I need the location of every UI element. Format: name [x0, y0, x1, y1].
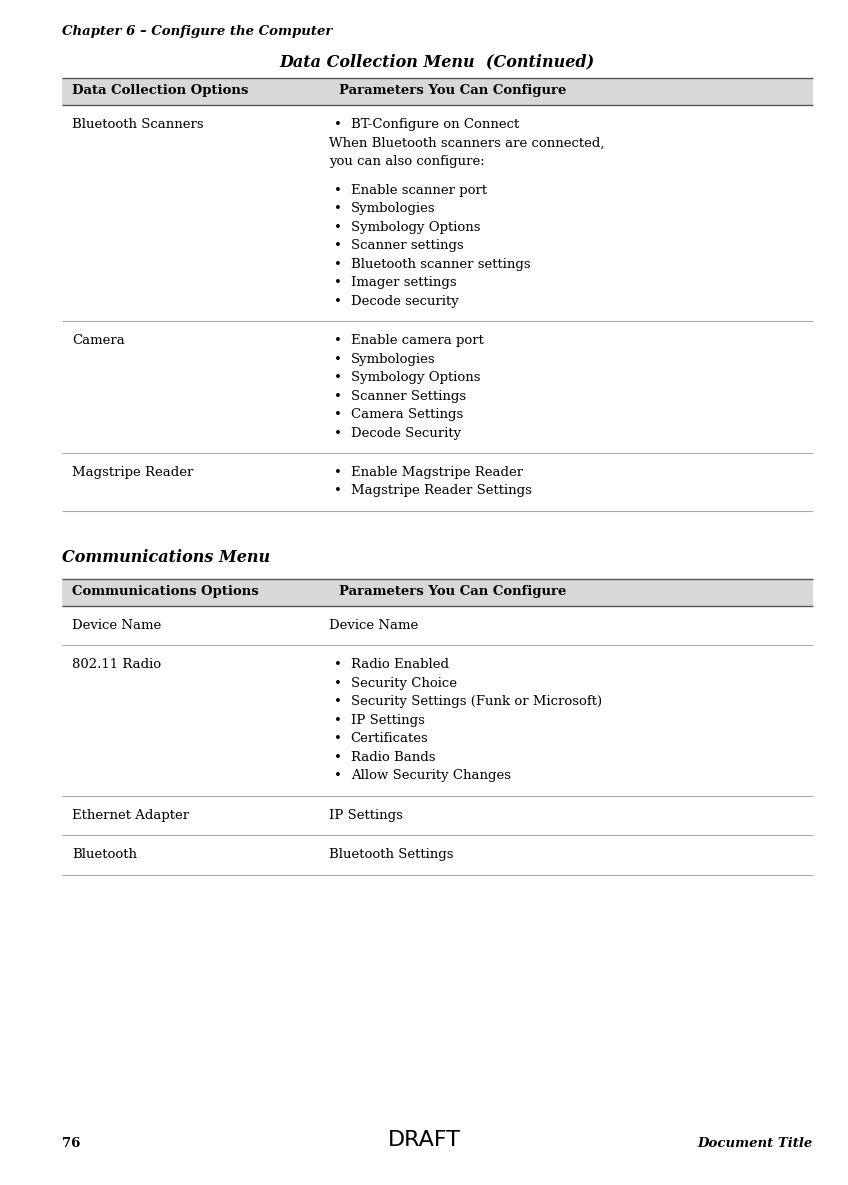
Text: Device Name: Device Name	[329, 619, 418, 632]
Text: Bluetooth scanner settings: Bluetooth scanner settings	[350, 257, 530, 270]
Text: •: •	[333, 371, 342, 384]
Text: Decode Security: Decode Security	[350, 427, 460, 440]
Text: Enable camera port: Enable camera port	[350, 334, 483, 347]
Text: •: •	[333, 715, 342, 728]
Text: Radio Enabled: Radio Enabled	[350, 659, 449, 672]
Text: Allow Security Changes: Allow Security Changes	[350, 769, 510, 782]
Text: Data Collection Options: Data Collection Options	[72, 84, 248, 97]
Text: Symbology Options: Symbology Options	[350, 220, 480, 233]
Text: IP Settings: IP Settings	[329, 809, 403, 822]
Text: Symbologies: Symbologies	[350, 201, 435, 214]
Text: •: •	[333, 485, 342, 498]
Text: When Bluetooth scanners are connected,: When Bluetooth scanners are connected,	[329, 136, 604, 149]
Text: •: •	[333, 334, 342, 347]
Text: •: •	[333, 239, 342, 252]
Text: Parameters You Can Configure: Parameters You Can Configure	[338, 84, 566, 97]
Text: •: •	[333, 466, 342, 479]
Text: •: •	[333, 696, 342, 709]
Text: Symbologies: Symbologies	[350, 352, 435, 365]
Text: DRAFT: DRAFT	[388, 1130, 460, 1149]
Bar	[62, 579, 813, 606]
Text: IP Settings: IP Settings	[350, 715, 425, 728]
Text: Scanner Settings: Scanner Settings	[350, 390, 466, 403]
Text: 76: 76	[62, 1136, 81, 1149]
Text: •: •	[333, 408, 342, 421]
Text: Chapter 6 – Configure the Computer: Chapter 6 – Configure the Computer	[62, 25, 332, 38]
Text: •: •	[333, 769, 342, 782]
Text: Communications Options: Communications Options	[72, 585, 259, 598]
Text: •: •	[333, 751, 342, 764]
Text: •: •	[333, 677, 342, 690]
Text: BT-Configure on Connect: BT-Configure on Connect	[350, 118, 519, 132]
Text: Document Title: Document Title	[698, 1136, 813, 1149]
Text: Bluetooth: Bluetooth	[72, 848, 137, 861]
Text: •: •	[333, 732, 342, 745]
Text: •: •	[333, 352, 342, 365]
Text: Data Collection Menu  (Continued): Data Collection Menu (Continued)	[280, 53, 595, 70]
Text: Bluetooth Scanners: Bluetooth Scanners	[72, 118, 204, 132]
Text: Ethernet Adapter: Ethernet Adapter	[72, 809, 189, 822]
Text: •: •	[333, 201, 342, 214]
Text: Bluetooth Settings: Bluetooth Settings	[329, 848, 453, 861]
Text: Camera: Camera	[72, 334, 125, 347]
Text: you can also configure:: you can also configure:	[329, 155, 484, 168]
Text: •: •	[333, 276, 342, 289]
Text: Magstripe Reader: Magstripe Reader	[72, 466, 193, 479]
Text: Communications Menu: Communications Menu	[62, 549, 271, 566]
Text: Radio Bands: Radio Bands	[350, 751, 435, 764]
Bar	[62, 78, 813, 105]
Text: Security Choice: Security Choice	[350, 677, 456, 690]
Text: •: •	[333, 295, 342, 307]
Text: Symbology Options: Symbology Options	[350, 371, 480, 384]
Text: •: •	[333, 390, 342, 403]
Text: 802.11 Radio: 802.11 Radio	[72, 659, 161, 672]
Text: Camera Settings: Camera Settings	[350, 408, 463, 421]
Text: Certificates: Certificates	[350, 732, 428, 745]
Text: Parameters You Can Configure: Parameters You Can Configure	[338, 585, 566, 598]
Text: •: •	[333, 427, 342, 440]
Text: Security Settings (Funk or Microsoft): Security Settings (Funk or Microsoft)	[350, 696, 602, 709]
Text: Enable Magstripe Reader: Enable Magstripe Reader	[350, 466, 522, 479]
Text: Imager settings: Imager settings	[350, 276, 456, 289]
Text: •: •	[333, 659, 342, 672]
Text: Scanner settings: Scanner settings	[350, 239, 463, 252]
Text: Enable scanner port: Enable scanner port	[350, 184, 487, 197]
Text: •: •	[333, 118, 342, 132]
Text: •: •	[333, 220, 342, 233]
Text: Magstripe Reader Settings: Magstripe Reader Settings	[350, 485, 532, 498]
Text: Decode security: Decode security	[350, 295, 459, 307]
Text: Device Name: Device Name	[72, 619, 161, 632]
Text: •: •	[333, 257, 342, 270]
Text: •: •	[333, 184, 342, 197]
